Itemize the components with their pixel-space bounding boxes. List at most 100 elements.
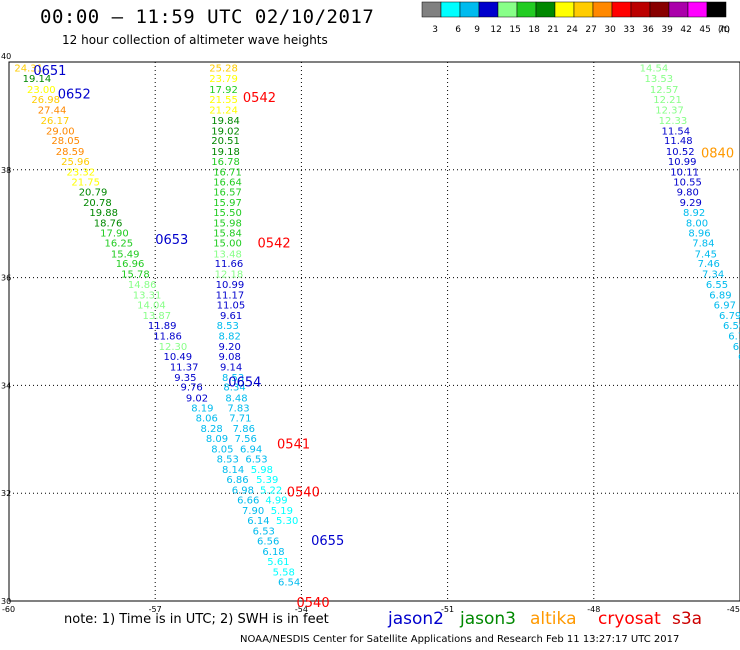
wave-height-value: 17.90 (100, 228, 129, 239)
wave-height-value: 9.80 (677, 187, 699, 198)
wave-height-value: 13.53 (644, 74, 673, 85)
wave-height-value: 21.55 (209, 95, 238, 106)
wave-height-value: 8.53 (222, 373, 244, 384)
satellite-legend-s3a: s3a (672, 609, 703, 629)
pass-time-label: 0654 (228, 376, 261, 391)
wave-height-value: 8.53 (217, 321, 239, 332)
colorbar-tick-label: 33 (623, 25, 634, 35)
satellite-legend-jason3: jason3 (460, 609, 516, 629)
wave-height-value: 8.09 (206, 434, 228, 445)
note-text: note: 1) Time is in UTC; 2) SWH is in fe… (64, 612, 329, 627)
wave-height-value: 5.19 (271, 506, 293, 517)
colorbar-tick-label: 6 (455, 25, 461, 35)
wave-height-value: 15.78 (121, 269, 150, 280)
wave-height-value: 6.53 (245, 455, 267, 466)
wave-height-value: 6.54 (278, 578, 300, 589)
wave-height-value: 24.31 (14, 63, 43, 74)
x-tick-label: -54 (295, 605, 308, 614)
colorbar-tick-label: 45 (699, 25, 710, 35)
wave-height-value: 6.89 (709, 290, 731, 301)
wave-height-value: 11.86 (153, 331, 182, 342)
y-tick-label: 30 (1, 597, 11, 606)
wave-height-value: 6.55 (706, 280, 728, 291)
wave-height-value: 5.22 (260, 485, 282, 496)
wave-height-value: 15.00 (213, 239, 242, 250)
wave-height-value: 15.97 (213, 198, 242, 209)
wave-height-value: 6.97 (714, 301, 736, 312)
wave-height-value: 8.14 (222, 465, 244, 476)
wave-height-value: 6.94 (240, 444, 262, 455)
wave-height-value: 16.78 (211, 157, 240, 168)
wave-height-value: 19.88 (89, 208, 118, 219)
pass-time-label: 0840 (701, 147, 734, 162)
wave-height-value: 11.66 (215, 259, 244, 270)
wave-height-value: 5.39 (256, 475, 278, 486)
x-tick-label: -51 (441, 605, 454, 614)
wave-height-value: 5.98 (251, 465, 273, 476)
wave-height-value: 28.05 (51, 136, 80, 147)
wave-height-value: 6.18 (262, 547, 284, 558)
x-tick-label: -60 (2, 605, 15, 614)
color-scale-legend: 3 6 9 12 15 18 21 24 27 30 33 36 39 42 45 70(ft) (421, 1, 730, 35)
wave-height-value: 7.84 (692, 239, 714, 250)
pass-time-label: 0541 (277, 438, 310, 453)
wave-height-value: 12.30 (159, 342, 188, 353)
wave-height-value: 6.86 (226, 475, 248, 486)
wave-height-value: 9.20 (219, 342, 241, 353)
pass-time-label: 0540 (287, 486, 320, 501)
pass-time-label: 0542 (243, 91, 276, 106)
wave-height-value: 23.00 (27, 85, 56, 96)
wave-height-value: 14.54 (640, 63, 669, 74)
wave-height-value: 15.84 (213, 228, 242, 239)
wave-height-value: 16.57 (213, 187, 242, 198)
wave-height-value: 8.05 (211, 444, 233, 455)
wave-height-value: 6.56 (723, 321, 740, 332)
wave-height-value: 4.99 (265, 496, 287, 507)
wave-height-value: 11.54 (662, 126, 691, 137)
wave-height-value: 6.66 (237, 496, 259, 507)
wave-height-value: 16.64 (213, 178, 242, 189)
wave-height-value: 10.99 (216, 280, 245, 291)
wave-height-value: 20.78 (83, 198, 112, 209)
colorbar-tick-label: 9 (474, 25, 480, 35)
wave-height-value: 10.99 (668, 157, 697, 168)
y-tick-label: 32 (1, 489, 11, 498)
colorbar-tick-label: 24 (566, 25, 578, 35)
wave-height-value: 9.35 (174, 373, 196, 384)
wave-height-value: 16.71 (213, 167, 242, 178)
satellite-legend-cryosat: cryosat (598, 609, 661, 629)
wave-height-value: 23.79 (209, 74, 238, 85)
satellite-legend-altika: altika (530, 609, 577, 629)
wave-height-value: 8.06 (196, 414, 218, 425)
colorbar-swatch (706, 1, 727, 18)
wave-height-value: 12.57 (650, 85, 679, 96)
wave-height-value: 8.53 (217, 455, 239, 466)
wave-height-value: 15.50 (213, 208, 242, 219)
wave-height-value: 12.37 (655, 105, 684, 116)
wave-height-value: 26.98 (31, 95, 60, 106)
wave-height-value: 25.96 (61, 157, 90, 168)
wave-height-value: 5.58 (273, 567, 295, 578)
wave-height-value: 13.31 (133, 290, 162, 301)
wave-height-value: 14.04 (137, 301, 166, 312)
wave-height-value: 9.61 (220, 311, 242, 322)
wave-height-value: 7.83 (227, 403, 249, 414)
wave-height-value: 7.71 (229, 414, 251, 425)
wave-height-value: 6.98 (232, 485, 254, 496)
pass-time-label: 0540 (297, 596, 330, 611)
x-tick-label: -45 (727, 605, 740, 614)
wave-height-value: 6.51 (733, 342, 740, 353)
wave-height-value: 7.56 (235, 434, 257, 445)
wave-height-value: 6.56 (257, 537, 279, 548)
wave-height-value: 15.98 (213, 219, 242, 230)
wave-height-value: 7.86 (233, 424, 255, 435)
wave-height-value: 20.51 (211, 136, 240, 147)
chart-subtitle: 12 hour collection of altimeter wave hei… (62, 33, 328, 47)
chart-title: 00:00 – 11:59 UTC 02/10/2017 (40, 6, 375, 28)
pass-time-label: 0652 (58, 87, 91, 102)
wave-height-value: 12.18 (215, 269, 244, 280)
wave-height-value: 10.11 (670, 167, 699, 178)
wave-height-value: 25.28 (209, 63, 238, 74)
wave-height-value: 7.90 (242, 506, 264, 517)
